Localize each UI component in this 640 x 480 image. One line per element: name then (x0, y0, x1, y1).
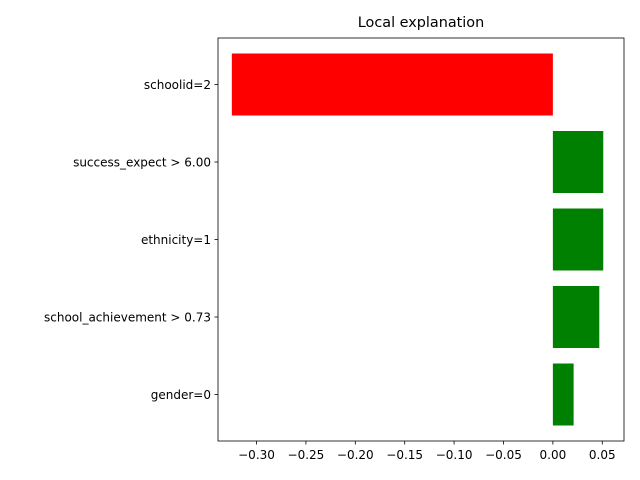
y-tick-label-4: gender=0 (151, 388, 211, 402)
x-tick-label-2: −0.20 (337, 448, 374, 462)
x-tick-label-4: −0.10 (436, 448, 473, 462)
x-tick-label-7: 0.05 (589, 448, 616, 462)
x-tick-label-5: −0.05 (485, 448, 522, 462)
x-axis-ticks: −0.30 −0.25 −0.20 −0.15 −0.10 −0.05 0.00 0.05 (238, 441, 616, 462)
bars-group (231, 53, 604, 426)
bar-3 (552, 286, 600, 348)
y-tick-label-3: school_achievement > 0.73 (44, 311, 211, 325)
y-tick-label-1: success_expect > 6.00 (73, 156, 211, 170)
y-tick-label-0: schoolid=2 (144, 78, 211, 92)
y-tick-label-2: ethnicity=1 (141, 233, 211, 247)
bar-4 (552, 363, 574, 426)
x-tick-label-1: −0.25 (288, 448, 325, 462)
bar-0 (231, 53, 553, 116)
chart-title: Local explanation (358, 15, 484, 31)
x-tick-label-0: −0.30 (238, 448, 275, 462)
bar-2 (552, 208, 604, 271)
x-tick-label-3: −0.15 (386, 448, 423, 462)
plot-frame (217, 37, 625, 442)
bar-1 (552, 131, 604, 193)
y-axis-ticks: schoolid=2 success_expect > 6.00 ethnicity… (44, 78, 218, 402)
x-tick-label-6: 0.00 (540, 448, 567, 462)
